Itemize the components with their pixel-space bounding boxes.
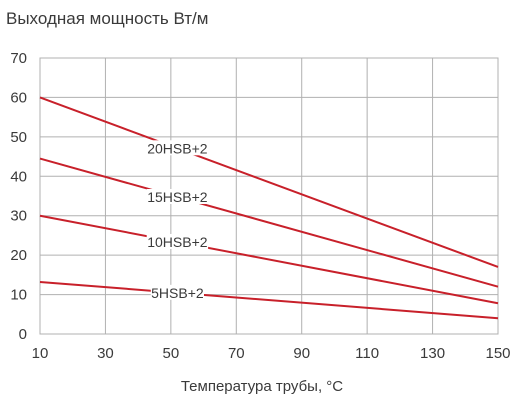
series-label-bg — [146, 188, 209, 204]
axis-ticks: 10 30 50 70 90 110 130 150 0 10 20 30 40 50 60 70 — [10, 50, 510, 362]
series-line — [39, 214, 499, 305]
y-tick-label: 40 — [10, 168, 27, 185]
y-tick-label: 30 — [10, 208, 27, 225]
x-tick-label: 130 — [420, 345, 445, 362]
series-label: 15HSB+2 — [147, 189, 208, 205]
x-tick-label: 110 — [355, 345, 379, 362]
series-labels: 20HSB+2 15HSB+2 10HSB+2 5HSB+2 — [146, 140, 209, 301]
x-tick-label: 150 — [485, 345, 510, 362]
series-label-bg — [150, 284, 204, 300]
y-tick-label: 0 — [19, 326, 27, 343]
y-tick-label: 60 — [10, 89, 27, 106]
x-tick-label: 90 — [293, 345, 310, 362]
chart-grid — [39, 57, 499, 335]
series-line — [39, 157, 499, 288]
series-label: 10HSB+2 — [147, 234, 208, 250]
x-tick-label: 30 — [97, 345, 114, 362]
series-lines — [39, 96, 499, 320]
series-label: 5HSB+2 — [151, 285, 204, 301]
x-tick-label: 70 — [228, 345, 245, 362]
series-label: 20HSB+2 — [147, 140, 208, 156]
series-line — [39, 96, 499, 268]
x-tick-label: 10 — [32, 345, 49, 362]
series-line — [39, 280, 499, 320]
y-tick-label: 20 — [10, 247, 27, 264]
y-tick-label: 10 — [10, 287, 27, 304]
x-tick-label: 50 — [163, 345, 180, 362]
series-label-bg — [146, 233, 209, 249]
series-label-bg — [146, 140, 209, 156]
x-axis-label: Температура трубы, °C — [181, 378, 343, 395]
y-tick-label: 70 — [10, 50, 27, 67]
y-tick-label: 50 — [10, 129, 27, 146]
plot-frame — [39, 57, 499, 335]
chart-title: Выходная мощность Вт/м — [6, 9, 208, 28]
